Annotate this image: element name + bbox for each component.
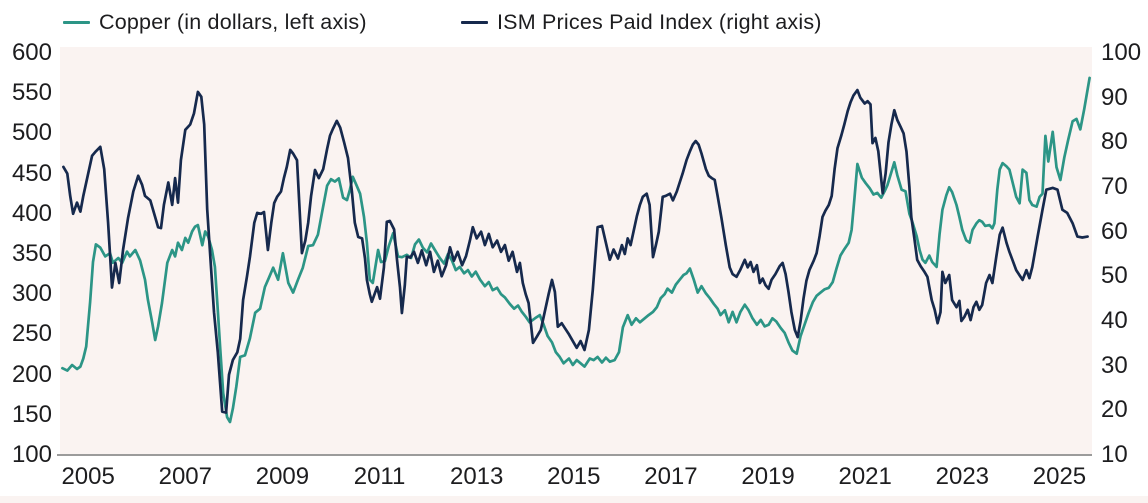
legend-item-copper: Copper (in dollars, left axis) <box>63 10 367 34</box>
left-axis-tick-400: 400 <box>11 199 52 227</box>
left-axis-tick-200: 200 <box>11 360 52 388</box>
x-axis-tick-2025: 2025 <box>1032 463 1087 490</box>
x-axis-tick-2013: 2013 <box>449 463 504 490</box>
right-axis-tick-30: 30 <box>1101 351 1128 379</box>
x-axis-tick-2005: 2005 <box>61 463 115 490</box>
copper-line-swatch-icon <box>63 20 90 24</box>
left-axis-tick-600: 600 <box>11 39 52 66</box>
right-axis-tick-10: 10 <box>1101 441 1128 468</box>
copper-line <box>61 76 1091 424</box>
legend-label-copper: Copper (in dollars, left axis) <box>99 9 367 34</box>
x-axis-tick-2017: 2017 <box>644 463 698 490</box>
x-axis-tick-2015: 2015 <box>547 463 601 490</box>
x-axis-tick-2021: 2021 <box>838 463 892 490</box>
left-axis-tick-500: 500 <box>11 119 52 147</box>
ism-line-swatch-icon <box>461 20 488 24</box>
left-axis-tick-450: 450 <box>11 159 52 187</box>
legend-label-ism: ISM Prices Paid Index (right axis) <box>497 9 822 34</box>
bottom-accent-strip <box>0 496 1148 503</box>
left-axis-tick-550: 550 <box>11 79 52 107</box>
left-axis-tick-150: 150 <box>11 400 52 428</box>
legend: Copper (in dollars, left axis) ISM Price… <box>0 10 1148 34</box>
right-axis-tick-50: 50 <box>1101 262 1128 290</box>
x-axis-tick-2009: 2009 <box>255 463 310 490</box>
right-axis-tick-80: 80 <box>1101 128 1128 156</box>
left-axis-tick-300: 300 <box>11 280 52 308</box>
right-axis-tick-90: 90 <box>1101 83 1128 111</box>
left-axis-tick-350: 350 <box>11 240 52 267</box>
x-axis-tick-2011: 2011 <box>353 463 406 490</box>
right-axis-tick-20: 20 <box>1101 396 1128 424</box>
right-axis-tick-40: 40 <box>1101 307 1128 334</box>
right-axis-tick-60: 60 <box>1101 217 1128 245</box>
x-axis-tick-2019: 2019 <box>741 463 795 490</box>
x-axis-tick-2023: 2023 <box>935 463 990 490</box>
legend-item-ism: ISM Prices Paid Index (right axis) <box>461 10 822 34</box>
ism-line <box>62 88 1089 414</box>
x-axis-tick-2007: 2007 <box>158 463 212 490</box>
left-axis-tick-100: 100 <box>11 441 52 468</box>
right-axis-tick-70: 70 <box>1101 173 1128 200</box>
left-axis-tick-250: 250 <box>11 320 52 348</box>
right-axis-tick-100: 100 <box>1101 39 1142 66</box>
